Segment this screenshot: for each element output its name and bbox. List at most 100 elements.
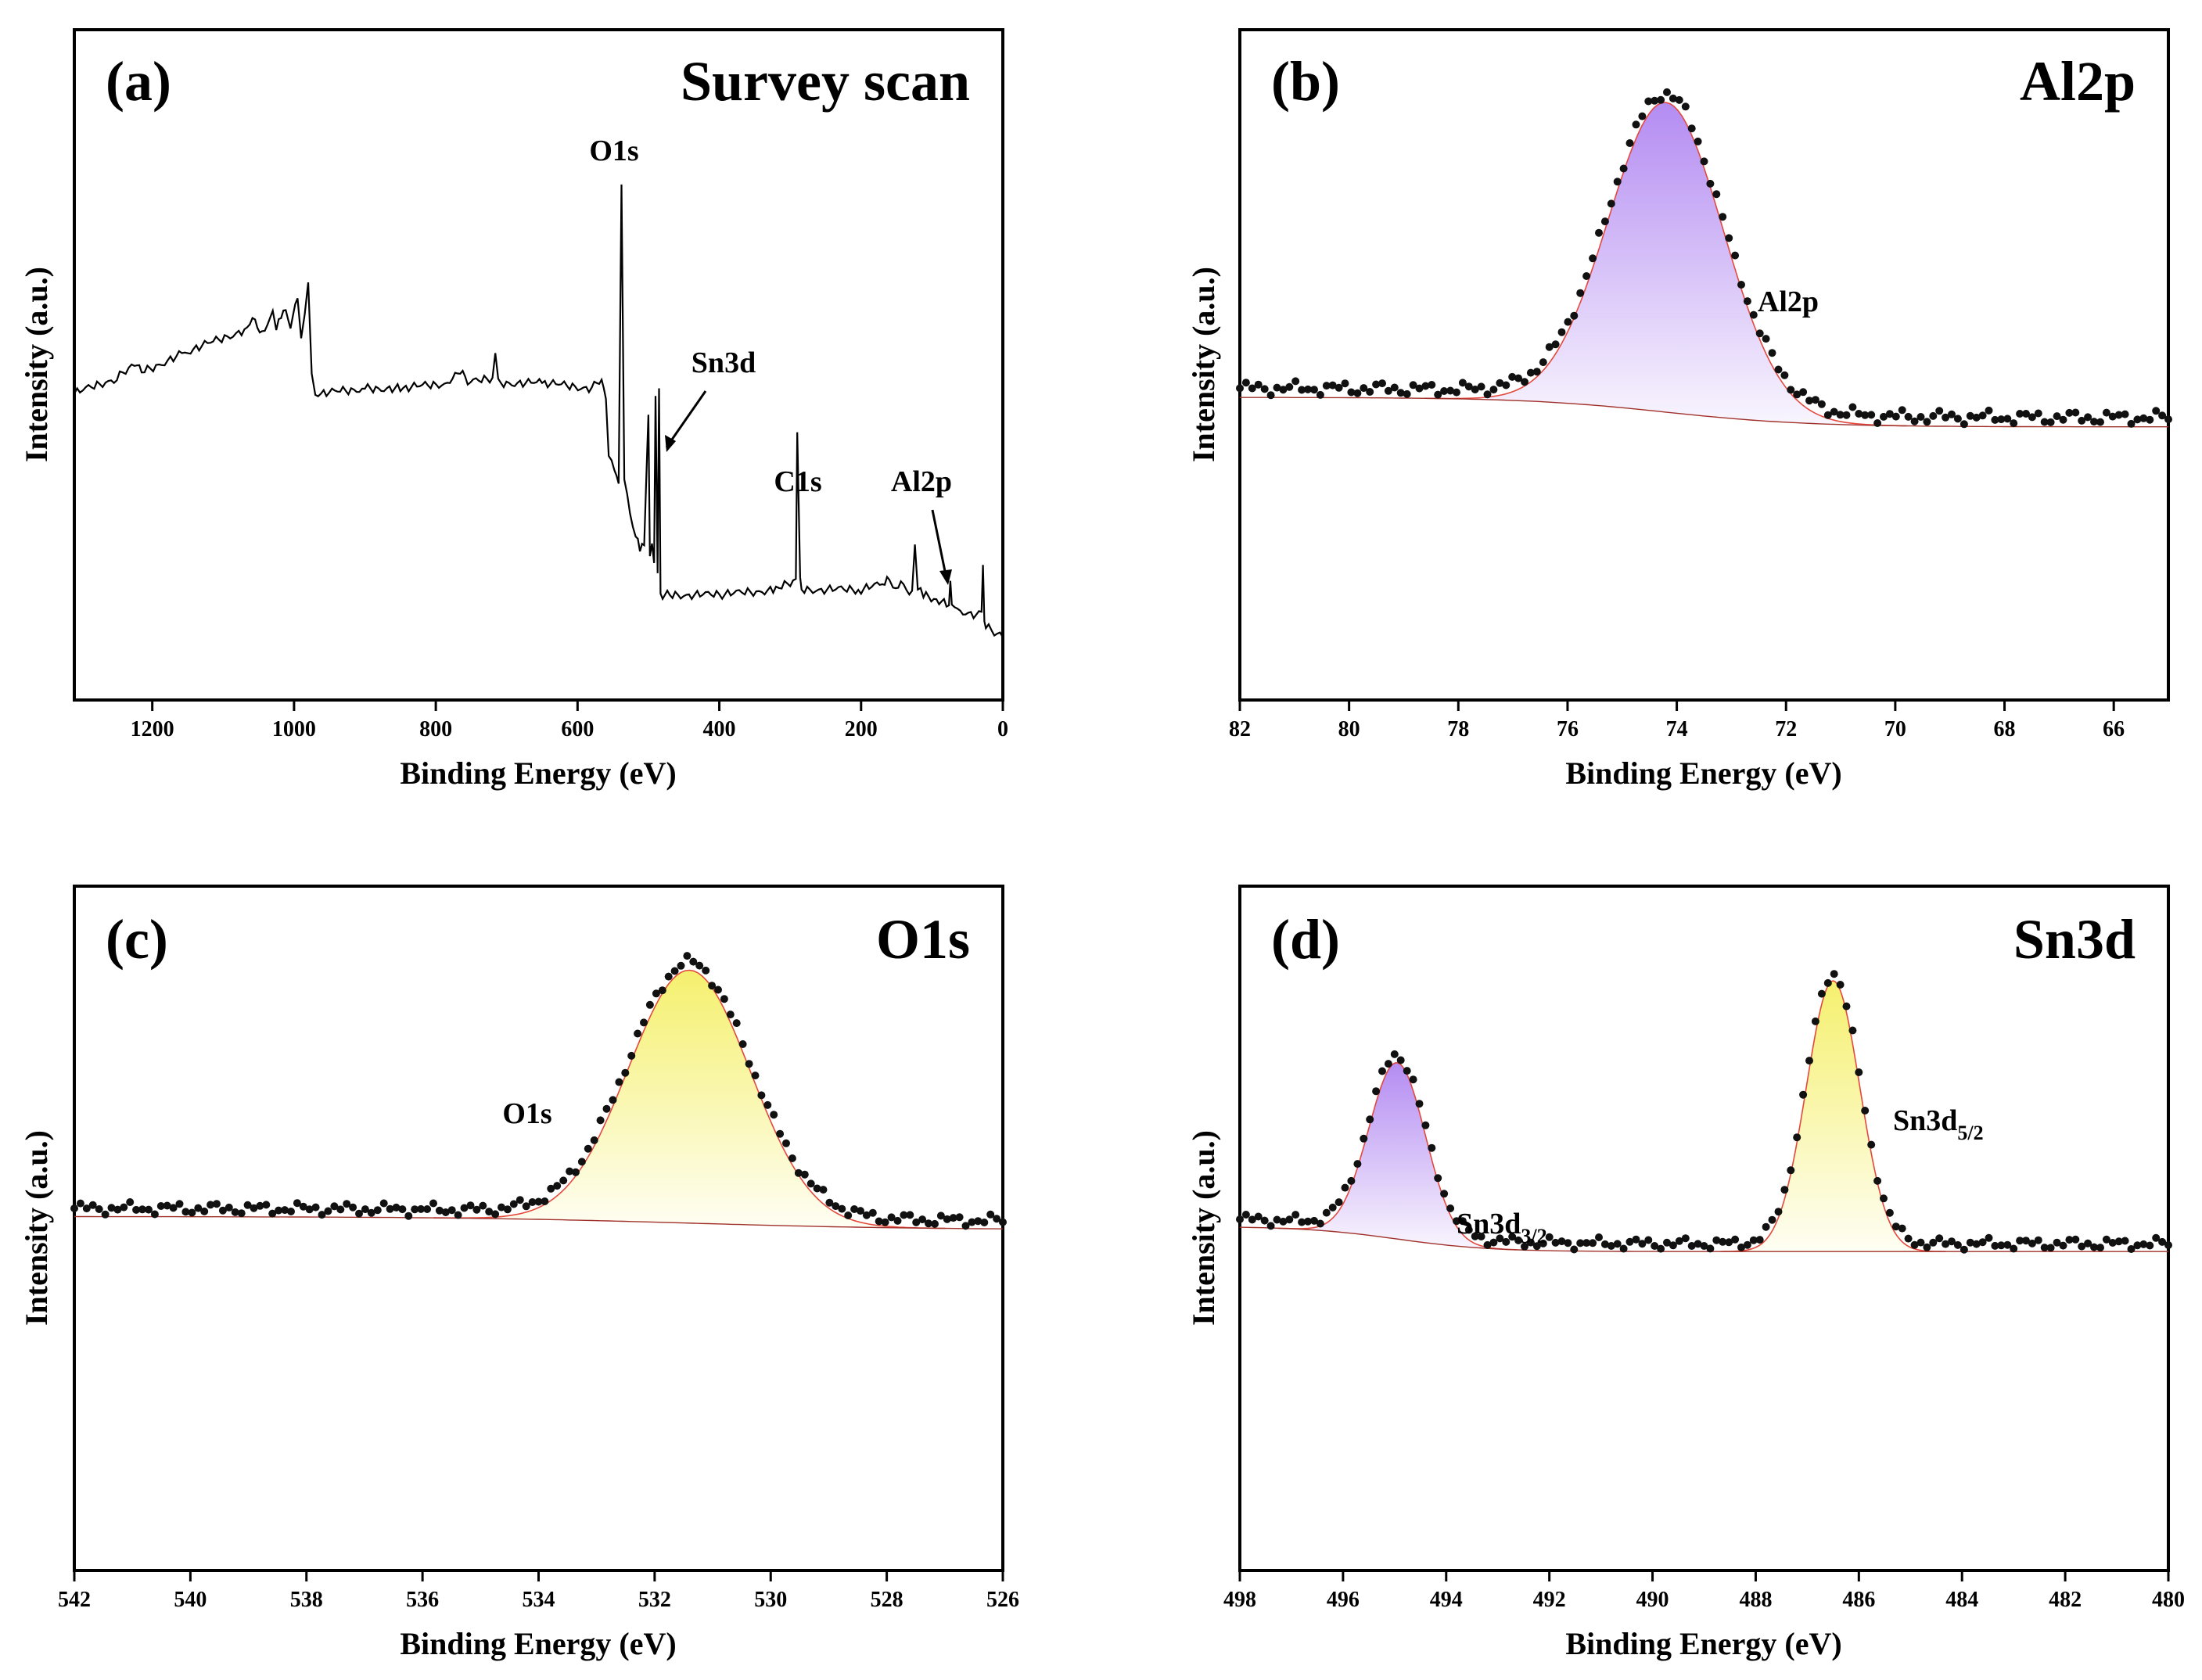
data-point bbox=[70, 1204, 78, 1212]
data-point bbox=[794, 1168, 803, 1177]
data-point bbox=[800, 1170, 809, 1179]
data-point bbox=[1953, 415, 1962, 423]
panel-a-y-axis-title: Intensity (a.u.) bbox=[19, 267, 54, 462]
data-point bbox=[2152, 1233, 2161, 1242]
data-point bbox=[652, 989, 660, 998]
data-point bbox=[1570, 311, 1579, 320]
panel-b-title: Al2p bbox=[2020, 50, 2136, 113]
data-point bbox=[677, 961, 685, 970]
data-point bbox=[2028, 1239, 2036, 1247]
data-point bbox=[2078, 1242, 2086, 1251]
data-point bbox=[1539, 1239, 1547, 1247]
panel-d-title: Sn3d bbox=[2013, 908, 2136, 971]
data-point bbox=[2084, 1239, 2092, 1247]
data-point bbox=[2114, 411, 2123, 419]
data-point bbox=[126, 1198, 135, 1206]
data-point bbox=[1768, 1215, 1776, 1224]
data-point bbox=[1787, 386, 1795, 394]
data-point bbox=[1880, 412, 1888, 421]
data-point bbox=[1953, 1240, 1962, 1249]
data-point bbox=[993, 1215, 1001, 1223]
data-point bbox=[361, 1205, 369, 1214]
data-point bbox=[132, 1205, 141, 1214]
data-point bbox=[640, 1018, 648, 1027]
data-point bbox=[1985, 1233, 1993, 1242]
data-point bbox=[1737, 281, 1745, 289]
data-point bbox=[1409, 1075, 1417, 1084]
data-point bbox=[813, 1184, 821, 1193]
x-tick-label: 526 bbox=[986, 1588, 1019, 1612]
data-point bbox=[243, 1201, 252, 1209]
data-point bbox=[120, 1203, 128, 1212]
data-point bbox=[404, 1212, 413, 1220]
data-point bbox=[1719, 213, 1727, 221]
data-point bbox=[2127, 1245, 2136, 1253]
data-point bbox=[732, 1019, 741, 1028]
data-point bbox=[596, 1116, 605, 1125]
data-point bbox=[1551, 340, 1560, 349]
background-line bbox=[74, 1215, 1004, 1229]
data-point bbox=[621, 1068, 630, 1077]
data-point bbox=[379, 1199, 388, 1208]
data-point bbox=[1923, 418, 1931, 426]
data-point bbox=[1811, 396, 1819, 404]
data-point bbox=[912, 1218, 921, 1226]
data-point bbox=[634, 1029, 642, 1038]
data-point bbox=[1341, 379, 1349, 388]
x-tick-label: 528 bbox=[871, 1588, 903, 1612]
data-point bbox=[1453, 1217, 1460, 1226]
data-point bbox=[485, 1208, 494, 1216]
data-point bbox=[1842, 1002, 1851, 1011]
data-point bbox=[275, 1206, 283, 1215]
data-point bbox=[1341, 1183, 1349, 1192]
data-point bbox=[515, 1196, 524, 1204]
data-point bbox=[1508, 372, 1517, 381]
data-point bbox=[454, 1211, 462, 1219]
data-point bbox=[708, 982, 717, 990]
data-point bbox=[1657, 95, 1665, 104]
data-point bbox=[2040, 418, 2049, 426]
data-point bbox=[1755, 329, 1764, 338]
data-point bbox=[2003, 1240, 2012, 1249]
data-point bbox=[1657, 1244, 1665, 1253]
data-point bbox=[683, 952, 691, 960]
data-point bbox=[857, 1207, 864, 1215]
data-point bbox=[1880, 1194, 1888, 1203]
data-point bbox=[188, 1208, 196, 1217]
data-point bbox=[1366, 388, 1374, 396]
data-point bbox=[1557, 1237, 1566, 1246]
data-point bbox=[1539, 358, 1547, 367]
x-tick-label: 74 bbox=[1666, 717, 1688, 741]
data-point bbox=[788, 1154, 796, 1162]
data-point bbox=[435, 1206, 444, 1215]
data-point bbox=[1855, 410, 1863, 418]
data-point bbox=[875, 1217, 883, 1226]
data-point bbox=[1421, 382, 1430, 390]
data-point bbox=[1291, 377, 1300, 386]
data-point bbox=[472, 1205, 481, 1214]
data-point bbox=[2108, 1239, 2117, 1247]
data-point bbox=[862, 1211, 871, 1219]
data-point bbox=[2010, 1244, 2018, 1253]
data-point bbox=[2016, 410, 2024, 418]
data-point bbox=[101, 1210, 110, 1219]
panel-d-plot bbox=[1236, 970, 2172, 1254]
data-point bbox=[479, 1201, 487, 1210]
panel-b-annot-al2p: Al2p bbox=[1758, 285, 1819, 318]
data-point bbox=[503, 1205, 512, 1214]
data-point bbox=[1403, 389, 1411, 398]
data-point bbox=[1848, 1026, 1857, 1035]
data-point bbox=[1731, 251, 1740, 260]
panel-d-frame bbox=[1238, 885, 2170, 1572]
x-tick-label: 82 bbox=[1229, 717, 1251, 741]
data-point bbox=[2102, 1235, 2110, 1244]
data-point bbox=[2071, 408, 2080, 417]
data-point bbox=[1942, 1240, 1950, 1248]
data-point bbox=[1514, 1236, 1523, 1244]
data-point bbox=[2146, 1241, 2154, 1250]
data-point bbox=[2003, 415, 2012, 423]
data-point bbox=[1464, 1226, 1473, 1234]
data-point bbox=[2046, 418, 2055, 426]
x-tick-label: 400 bbox=[703, 717, 736, 741]
data-point bbox=[2010, 419, 2018, 428]
